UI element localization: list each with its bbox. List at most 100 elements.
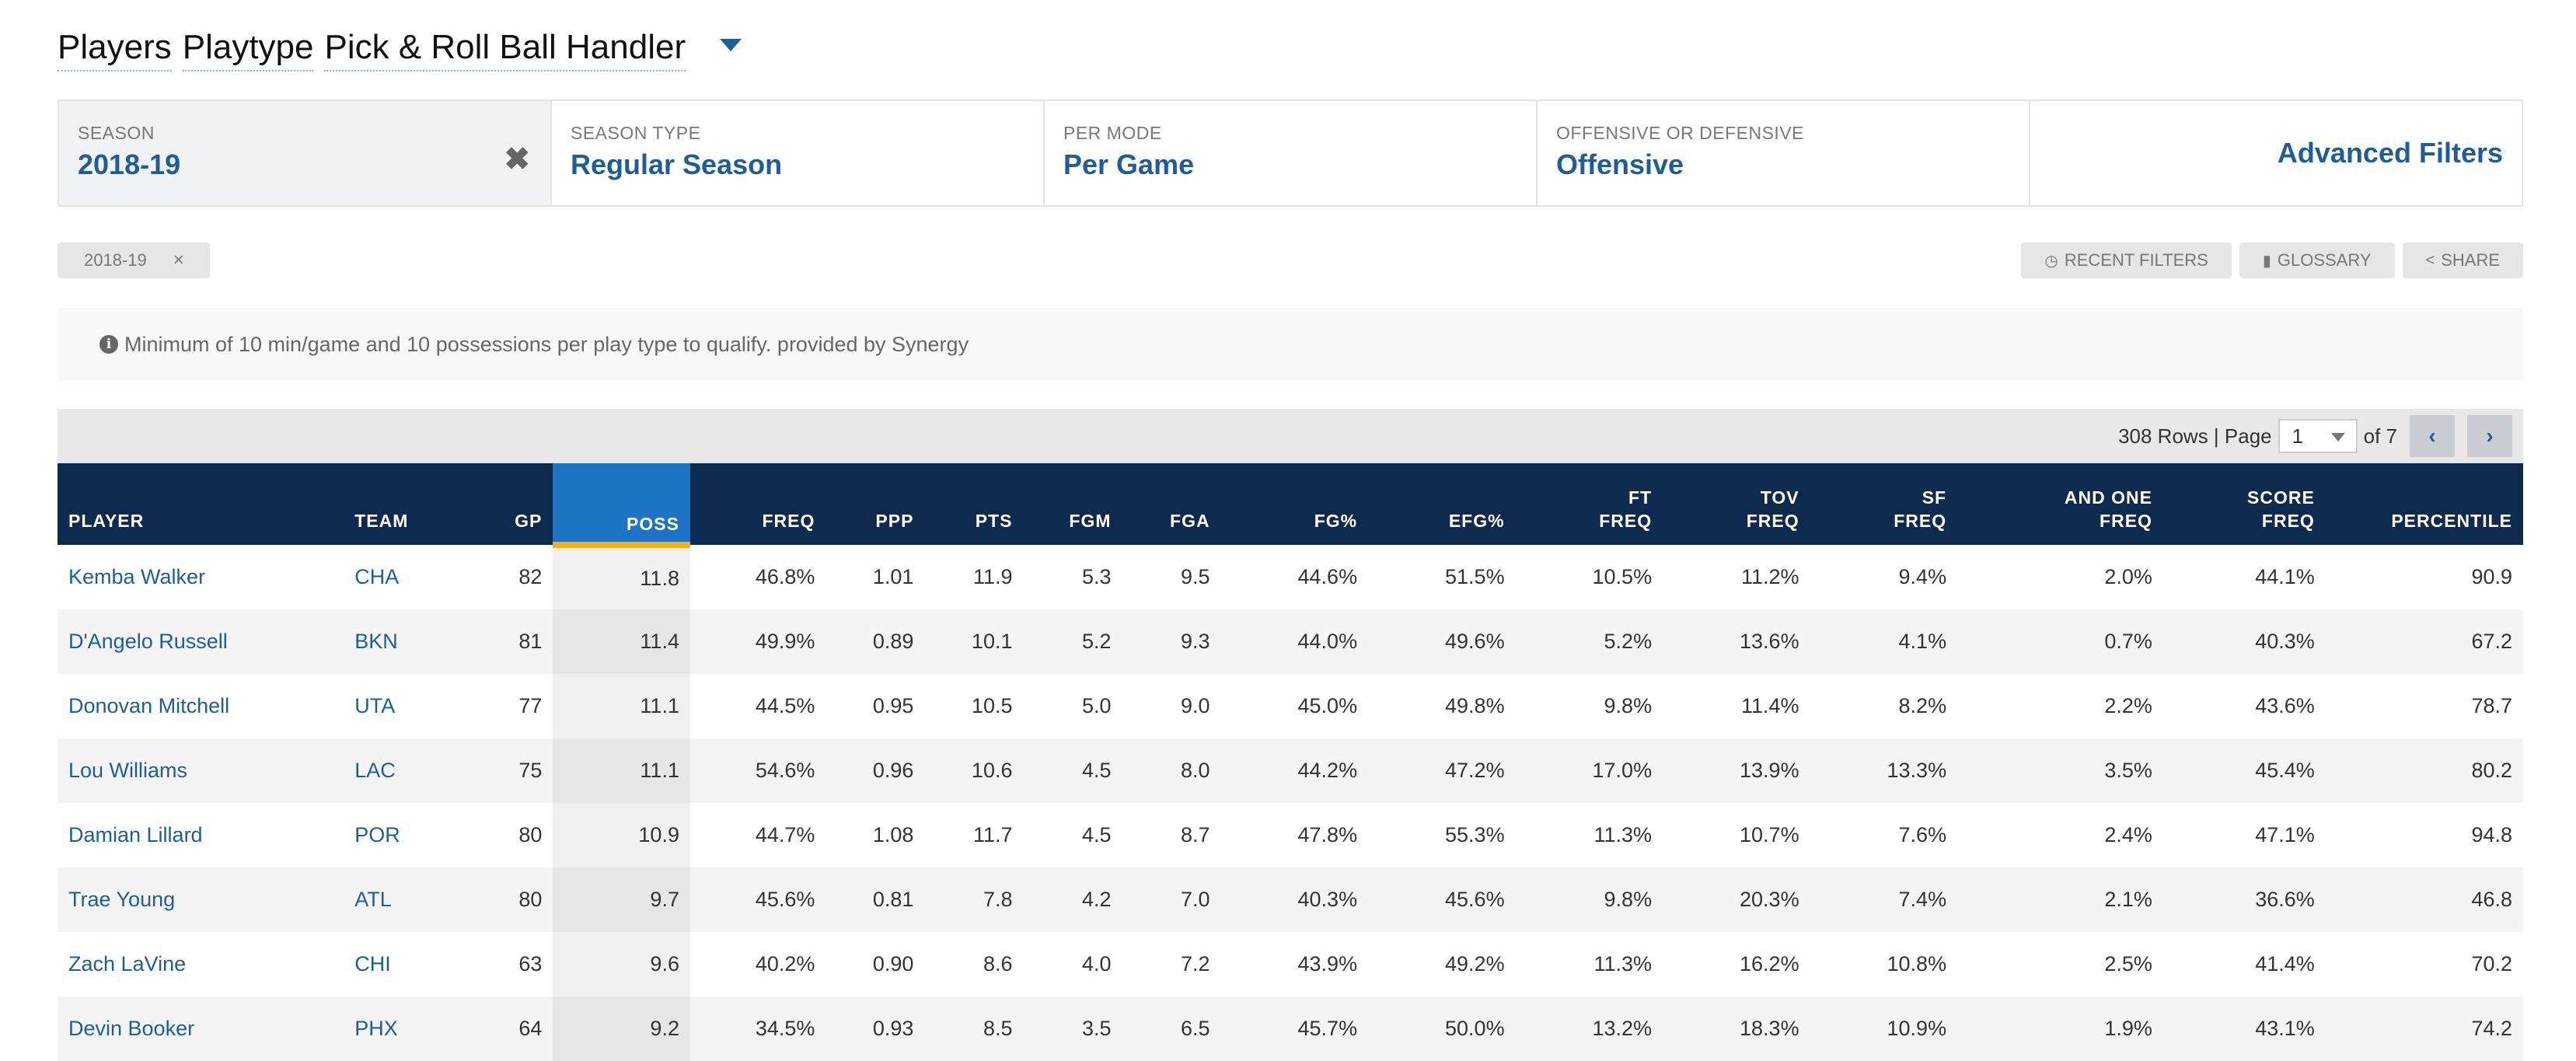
cell-player[interactable]: Donovan Mitchell bbox=[68, 694, 230, 717]
column-header-team[interactable]: TEAM bbox=[344, 463, 486, 545]
table-row: Lou Williams LAC 75 11.1 54.6% 0.96 10.6 4.5 8.0… bbox=[58, 738, 2523, 803]
active-filter-chip[interactable]: 2018-19 × bbox=[58, 243, 210, 278]
column-header-player[interactable]: PLAYER bbox=[58, 463, 344, 545]
cell-scorefreq: 43.1% bbox=[2255, 1017, 2315, 1040]
column-header-andonefreq[interactable]: AND ONE FREQ bbox=[1957, 463, 2163, 545]
column-header-gp[interactable]: GP bbox=[486, 463, 553, 545]
cell-pts: 8.5 bbox=[983, 1017, 1013, 1040]
column-header-poss[interactable]: POSS bbox=[553, 463, 690, 548]
prev-page-button[interactable]: ‹ bbox=[2410, 415, 2455, 457]
clock-icon: ◷ bbox=[2044, 252, 2058, 270]
column-header-label: EFG% bbox=[1448, 511, 1505, 531]
cell-ftfreq: 17.0% bbox=[1592, 759, 1653, 782]
cell-team[interactable]: PHX bbox=[354, 1017, 398, 1040]
cell-tovfreq: 10.7% bbox=[1740, 823, 1799, 846]
recent-filters-button[interactable]: ◷ RECENT FILTERS bbox=[2021, 243, 2232, 278]
cell-ppp: 0.95 bbox=[872, 694, 914, 717]
cell-team[interactable]: POR bbox=[354, 823, 400, 846]
cell-team[interactable]: UTA bbox=[354, 694, 396, 717]
stats-table: PLAYER TEAM GP POSS FREQ PPP PTS FGM FGA FG% EFG% F… bbox=[58, 463, 2523, 1061]
filter-off-def-value[interactable]: Offensive bbox=[1556, 148, 1684, 180]
cell-fga: 9.3 bbox=[1181, 630, 1210, 653]
cell-sffreq: 8.2% bbox=[1898, 694, 1947, 717]
cell-player[interactable]: Kemba Walker bbox=[68, 565, 206, 588]
cell-sffreq: 10.8% bbox=[1887, 952, 1947, 975]
cell-fgpct: 43.9% bbox=[1297, 952, 1358, 975]
cell-percentile: 80.2 bbox=[2471, 759, 2512, 782]
cell-freq: 40.2% bbox=[755, 952, 815, 975]
cell-team[interactable]: CHA bbox=[354, 565, 400, 588]
note-text: Minimum of 10 min/game and 10 possession… bbox=[124, 332, 969, 356]
glossary-button[interactable]: ▮ GLOSSARY bbox=[2239, 243, 2395, 278]
column-header-label: PPP bbox=[875, 511, 914, 531]
column-header-percentile[interactable]: PERCENTILE bbox=[2326, 463, 2523, 545]
filter-per-mode[interactable]: PER MODE Per Game bbox=[1045, 101, 1538, 205]
share-button[interactable]: < SHARE bbox=[2402, 243, 2523, 278]
cell-player[interactable]: Lou Williams bbox=[68, 759, 188, 782]
title-playtype[interactable]: Playtype bbox=[182, 26, 314, 72]
cell-tovfreq: 13.9% bbox=[1740, 759, 1799, 782]
column-header-label: FGA bbox=[1170, 511, 1210, 531]
cell-player[interactable]: Devin Booker bbox=[68, 1017, 195, 1040]
filter-season-value[interactable]: 2018-19 bbox=[78, 148, 181, 180]
cell-team[interactable]: BKN bbox=[354, 630, 398, 653]
cell-gp: 80 bbox=[518, 888, 543, 911]
cell-team[interactable]: ATL bbox=[354, 888, 392, 911]
close-icon[interactable]: ✖ bbox=[504, 142, 530, 176]
cell-ftfreq: 13.2% bbox=[1592, 1017, 1653, 1040]
glossary-label: GLOSSARY bbox=[2277, 250, 2372, 270]
cell-team[interactable]: LAC bbox=[354, 759, 396, 782]
column-header-ftfreq[interactable]: FT FREQ bbox=[1516, 463, 1663, 545]
next-page-button[interactable]: › bbox=[2467, 415, 2512, 457]
filter-season-type-value[interactable]: Regular Season bbox=[571, 148, 783, 180]
cell-sffreq: 10.9% bbox=[1887, 1017, 1947, 1040]
filter-season-type[interactable]: SEASON TYPE Regular Season bbox=[552, 101, 1045, 205]
cell-poss: 11.4 bbox=[553, 609, 690, 674]
cell-sffreq: 9.4% bbox=[1898, 565, 1947, 588]
chip-close-icon[interactable]: × bbox=[173, 250, 184, 270]
cell-percentile: 90.9 bbox=[2471, 565, 2512, 588]
cell-player[interactable]: Zach LaVine bbox=[68, 952, 187, 975]
column-header-freq[interactable]: FREQ bbox=[690, 463, 826, 545]
cell-player[interactable]: Damian Lillard bbox=[68, 823, 203, 846]
column-header-ppp[interactable]: PPP bbox=[826, 463, 924, 545]
cell-freq: 45.6% bbox=[755, 888, 815, 911]
cell-efgpct: 45.6% bbox=[1445, 888, 1505, 911]
column-header-label: FREQ bbox=[1746, 511, 1799, 531]
filter-off-def[interactable]: OFFENSIVE OR DEFENSIVE Offensive bbox=[1538, 101, 2030, 205]
cell-team[interactable]: CHI bbox=[354, 952, 391, 975]
page-title: Players Playtype Pick & Roll Ball Handle… bbox=[58, 17, 742, 72]
cell-percentile: 67.2 bbox=[2471, 630, 2512, 653]
column-header-fgm[interactable]: FGM bbox=[1023, 463, 1122, 545]
column-header-label: SCORE bbox=[2247, 487, 2315, 508]
title-players[interactable]: Players bbox=[58, 26, 172, 72]
cell-fgpct: 40.3% bbox=[1297, 888, 1358, 911]
column-header-scorefreq[interactable]: SCORE FREQ bbox=[2163, 463, 2326, 545]
column-header-efgpct[interactable]: EFG% bbox=[1368, 463, 1516, 545]
toolbar: ◷ RECENT FILTERS ▮ GLOSSARY < SHARE bbox=[2021, 243, 2523, 278]
column-header-fgpct[interactable]: FG% bbox=[1221, 463, 1369, 545]
cell-player[interactable]: D'Angelo Russell bbox=[68, 630, 228, 653]
recent-filters-label: RECENT FILTERS bbox=[2064, 250, 2208, 270]
cell-percentile: 74.2 bbox=[2471, 1017, 2512, 1040]
caret-down-icon[interactable] bbox=[720, 39, 742, 51]
table-row: Zach LaVine CHI 63 9.6 40.2% 0.90 8.6 4.0 7.2 43.… bbox=[58, 932, 2523, 996]
filter-season[interactable]: SEASON 2018-19 ✖ bbox=[59, 101, 552, 205]
column-header-pts[interactable]: PTS bbox=[924, 463, 1023, 545]
cell-freq: 54.6% bbox=[755, 759, 815, 782]
title-playtype-select[interactable]: Pick & Roll Ball Handler bbox=[324, 26, 686, 72]
cell-freq: 34.5% bbox=[755, 1017, 815, 1040]
cell-player[interactable]: Trae Young bbox=[68, 888, 176, 911]
cell-sffreq: 13.3% bbox=[1887, 759, 1947, 782]
column-header-fga[interactable]: FGA bbox=[1122, 463, 1221, 545]
column-header-sffreq[interactable]: SF FREQ bbox=[1810, 463, 1958, 545]
advanced-filters-button[interactable]: Advanced Filters bbox=[2030, 101, 2522, 205]
cell-andonefreq: 3.5% bbox=[2104, 759, 2152, 782]
book-icon: ▮ bbox=[2262, 252, 2271, 270]
filter-per-mode-value[interactable]: Per Game bbox=[1063, 148, 1195, 180]
page-select[interactable]: 1 bbox=[2278, 419, 2358, 453]
column-header-tovfreq[interactable]: TOV FREQ bbox=[1663, 463, 1810, 545]
cell-scorefreq: 43.6% bbox=[2255, 694, 2315, 717]
cell-scorefreq: 44.1% bbox=[2255, 565, 2315, 588]
cell-sffreq: 4.1% bbox=[1898, 630, 1947, 653]
